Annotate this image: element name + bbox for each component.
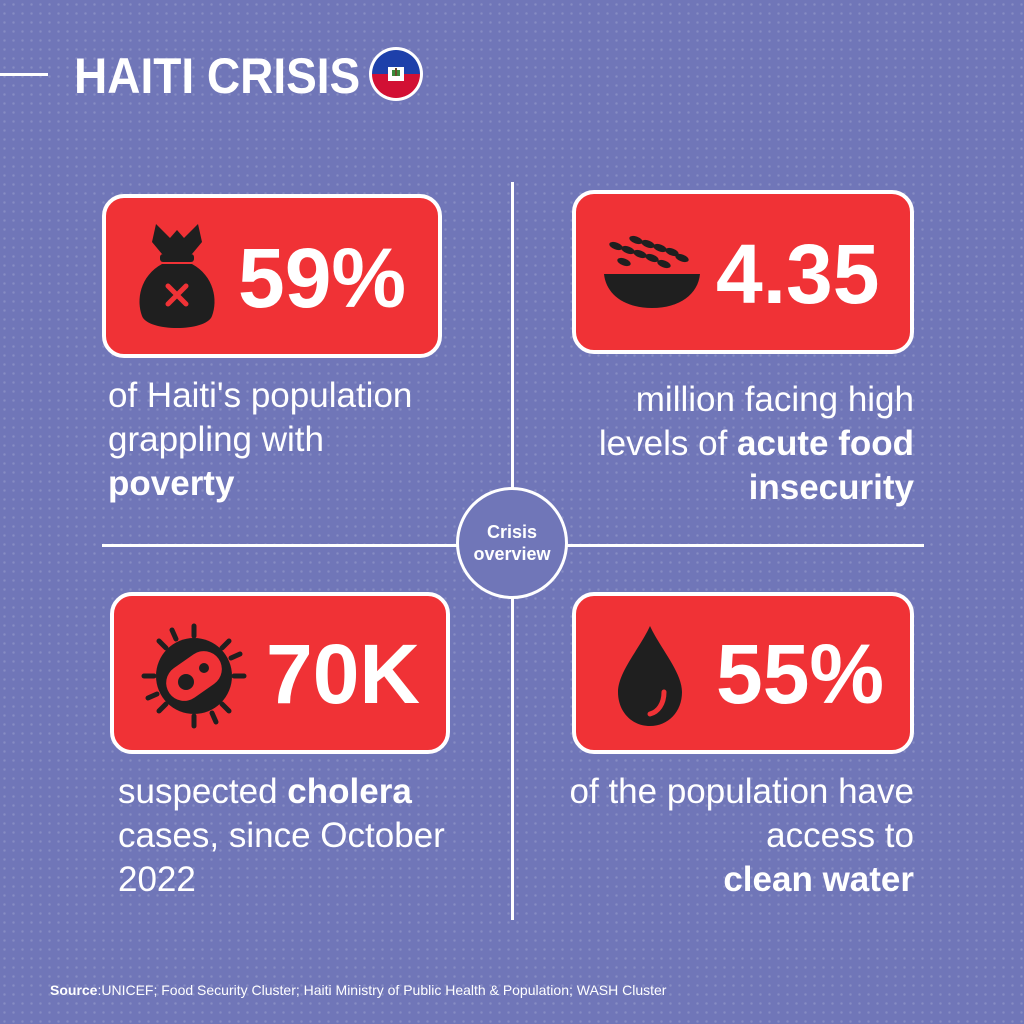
header-rule xyxy=(0,73,48,76)
stat-card-poverty: 59% xyxy=(102,194,442,358)
stat-card-food: 4.35 xyxy=(572,190,914,354)
page-title: HAITI CRISIS xyxy=(74,48,361,104)
stat-highlight-cholera: cholera xyxy=(287,772,412,811)
stat-highlight-water: clean water xyxy=(723,860,914,899)
money-bag-x-icon xyxy=(139,224,215,328)
stat-text-food: million facing high levels of xyxy=(598,380,914,463)
stat-card-water: 55% xyxy=(572,592,914,754)
source-footnote: Source:UNICEF; Food Security Cluster; Ha… xyxy=(50,981,666,999)
stat-description-water: of the population have access to clean w… xyxy=(540,770,914,902)
stat-value-cholera: 70K xyxy=(266,627,421,721)
stat-value-poverty: 59% xyxy=(238,231,407,325)
crisis-overview-label: Crisis overview xyxy=(473,522,551,564)
stat-description-food: million facing high levels of acute food… xyxy=(540,378,914,510)
source-text: :UNICEF; Food Security Cluster; Haiti Mi… xyxy=(97,982,667,998)
wheat-bowl-icon xyxy=(604,235,700,308)
stat-highlight-food: acute food insecurity xyxy=(737,424,914,507)
stat-highlight-poverty: poverty xyxy=(108,464,235,503)
stat-text-poverty: of Haiti's population grappling with xyxy=(108,376,413,459)
haiti-flag-icon xyxy=(369,47,423,101)
horizontal-divider-right xyxy=(562,544,924,547)
stat-description-cholera: suspected cholera cases, since October 2… xyxy=(118,770,498,902)
stat-text-water: of the population have access to xyxy=(569,772,914,855)
stat-value-food: 4.35 xyxy=(716,227,880,321)
stat-text-cholera: suspected xyxy=(118,772,278,811)
horizontal-divider-left xyxy=(102,544,464,547)
stat-card-cholera: 70K xyxy=(110,592,450,754)
crisis-overview-badge: Crisis overview xyxy=(456,487,568,599)
bacteria-icon xyxy=(141,623,247,729)
source-label: Source xyxy=(50,982,98,998)
stat-text-cholera-after: cases, since October 2022 xyxy=(118,816,445,899)
water-drop-icon xyxy=(618,626,682,726)
stat-value-water: 55% xyxy=(716,627,885,721)
stat-description-poverty: of Haiti's population grappling with pov… xyxy=(108,374,488,506)
